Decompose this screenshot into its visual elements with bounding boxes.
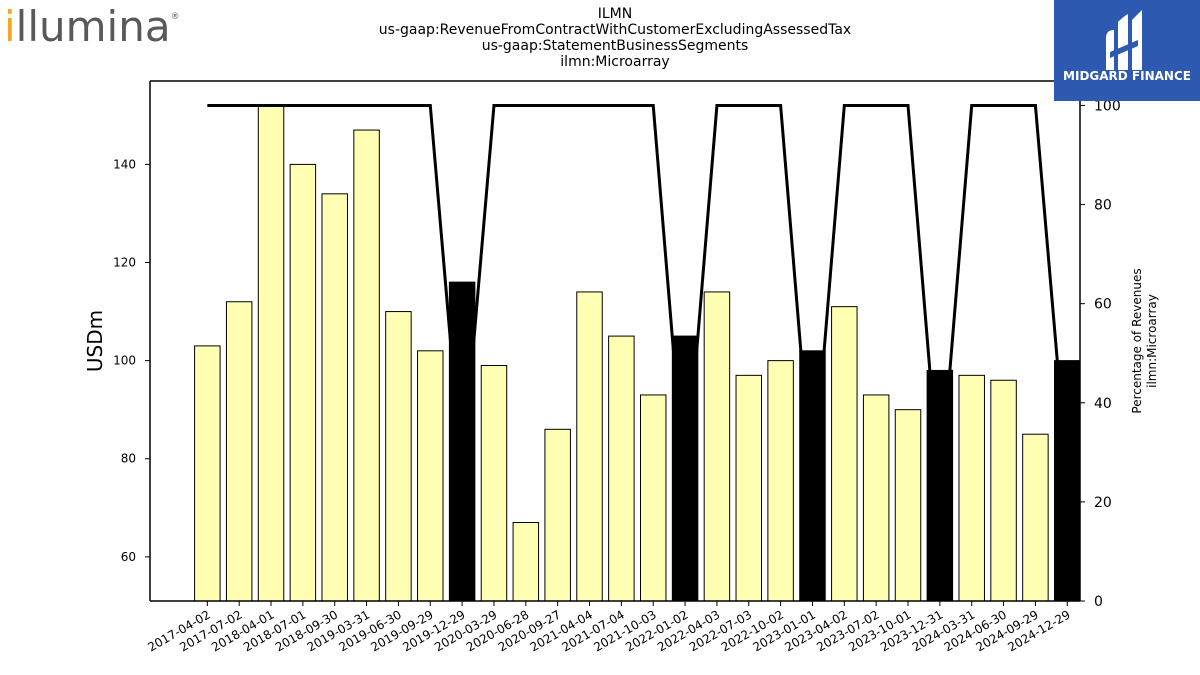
chart-subtitle-concept: us-gaap:RevenueFromContractWithCustomerE… (378, 22, 852, 38)
bar-2017-07-02 (225, 301, 253, 602)
midgard-logo-icon (1106, 10, 1142, 70)
bar-2022-07-03 (735, 374, 763, 602)
bar-2021-07-04 (608, 335, 635, 602)
y2-tick-label-20: 20 (1094, 495, 1112, 511)
illumina-logo: illumina® (4, 2, 180, 51)
y-tick-label-120: 120 (113, 256, 136, 270)
chart-title-block: ILMN us-gaap:RevenueFromContractWithCust… (300, 6, 930, 70)
bar-2023-07-02 (862, 394, 890, 602)
bar-2018-04-01 (257, 105, 285, 602)
y-tick-label-100: 100 (113, 354, 136, 368)
y-axis-label: USDm (83, 310, 107, 372)
logo-prefix: i (4, 2, 16, 51)
bar-2020-03-29 (480, 365, 508, 602)
bar-2024-03-31 (958, 374, 985, 602)
y-tick-label-60: 60 (121, 550, 136, 564)
logo-text: llumina (15, 2, 171, 51)
chart-subtitle-axis: us-gaap:StatementBusinessSegments (481, 38, 749, 54)
bar-2019-06-30 (385, 311, 412, 602)
bar-2019-03-31 (353, 129, 380, 602)
y2-tick-label-40: 40 (1094, 396, 1112, 412)
bar-2022-04-03 (703, 291, 731, 602)
bar-2020-06-28 (512, 522, 540, 602)
midgard-finance-badge: MIDGARD FINANCE (1054, 0, 1200, 101)
y2-tick-label-0: 0 (1094, 594, 1103, 610)
y2-axis-label-line-1: ilmn:Microarray (1145, 294, 1159, 388)
y2-tick-label-80: 80 (1094, 198, 1112, 214)
y2-axis-label-line-0: Percentage of Revenues (1130, 268, 1144, 413)
bar-2022-10-02 (767, 360, 794, 602)
bar-2021-10-03 (639, 394, 667, 602)
bar-2024-12-29 (1054, 360, 1081, 602)
y2-tick-label-100: 100 (1094, 98, 1121, 114)
bar-2019-09-29 (417, 350, 444, 602)
bar-2021-04-04 (576, 291, 603, 602)
bar-2024-06-30 (990, 379, 1017, 602)
y-tick-label-80: 80 (121, 452, 136, 466)
bar-2024-09-29 (1022, 433, 1049, 602)
bar-2023-10-01 (894, 409, 922, 602)
badge-label: MIDGARD FINANCE (1063, 69, 1191, 83)
y2-tick-label-60: 60 (1094, 297, 1112, 313)
percentage-line (207, 103, 1069, 493)
bar-2018-09-30 (321, 193, 348, 602)
chart-subtitle-member: ilmn:Microarray (560, 54, 670, 70)
bar-2023-04-02 (831, 306, 858, 602)
chart-title: ILMN (597, 6, 633, 22)
bar-2018-07-01 (289, 163, 317, 602)
bar-2019-12-29 (448, 281, 476, 602)
y-tick-label-140: 140 (113, 157, 136, 171)
logo-registered-mark: ® (170, 12, 180, 22)
bar-2020-09-27 (544, 428, 571, 602)
bar-2017-04-02 (194, 345, 221, 602)
